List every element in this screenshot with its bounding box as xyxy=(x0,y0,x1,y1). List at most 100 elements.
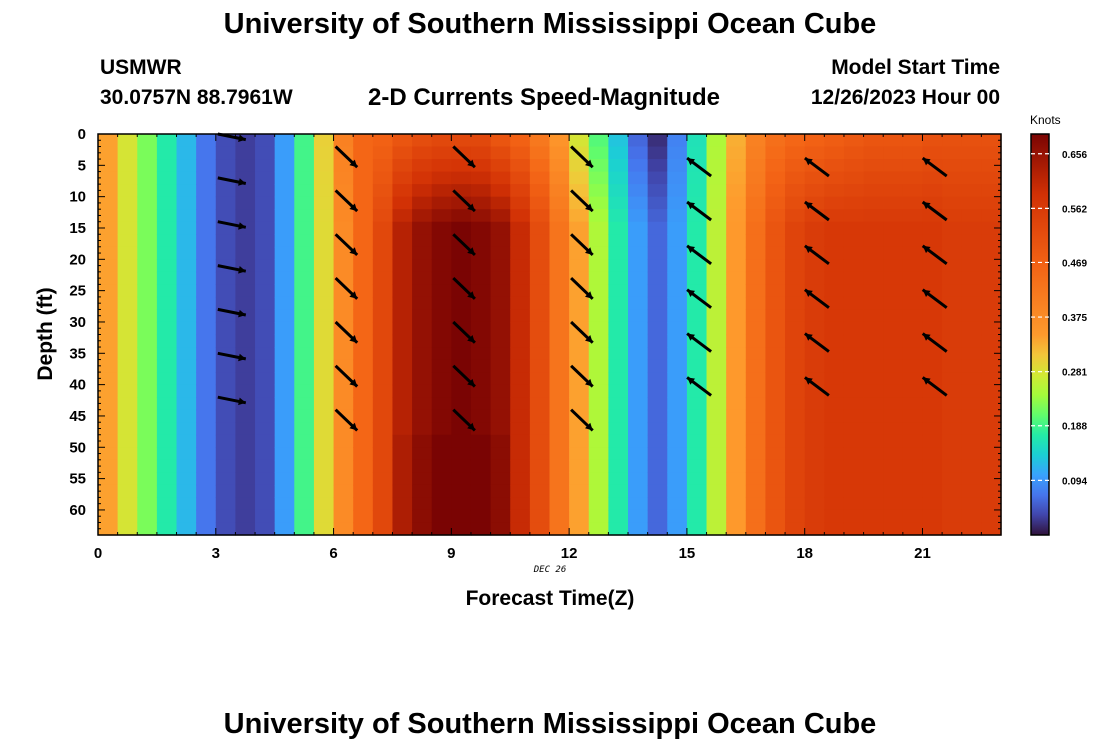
heatmap-cell xyxy=(667,447,688,461)
model-start-value: 12/26/2023 Hour 00 xyxy=(810,86,1000,109)
footer-title: University of Southern Mississippi Ocean… xyxy=(223,708,877,740)
heatmap-cell xyxy=(451,259,472,273)
heatmap-cell xyxy=(804,422,825,436)
heatmap-cell xyxy=(765,522,786,536)
heatmap-cell xyxy=(745,259,767,273)
heatmap-cell xyxy=(353,196,374,210)
heatmap-cell xyxy=(883,196,904,210)
heatmap-cell xyxy=(785,271,806,285)
heatmap-cell xyxy=(353,347,374,361)
heatmap-cell xyxy=(981,372,1002,386)
heatmap-cell xyxy=(98,296,119,311)
heatmap-cell xyxy=(647,372,668,386)
current-vector-head xyxy=(238,309,246,318)
heatmap-cell xyxy=(451,296,472,311)
heatmap-cell xyxy=(117,284,138,298)
x-tick-label: 15 xyxy=(679,545,696,562)
heatmap-cell xyxy=(98,196,119,210)
heatmap-cell xyxy=(274,221,295,235)
heatmap-cell xyxy=(176,146,197,160)
heatmap-cell xyxy=(824,409,845,423)
heatmap-cell xyxy=(333,159,354,173)
heatmap-cell xyxy=(863,484,884,499)
heatmap-cell xyxy=(588,259,609,273)
heatmap-cell xyxy=(353,259,374,273)
heatmap-cell xyxy=(785,296,806,311)
heatmap-cell xyxy=(412,146,433,160)
heatmap-cell xyxy=(785,159,806,173)
heatmap-cell xyxy=(902,509,924,524)
heatmap-cell xyxy=(215,209,237,223)
heatmap-cell xyxy=(824,146,845,160)
heatmap-cell xyxy=(353,447,374,461)
heatmap-cell xyxy=(470,259,492,273)
heatmap-cell xyxy=(333,221,354,235)
heatmap-cell xyxy=(588,497,609,511)
heatmap-cell xyxy=(470,434,492,448)
heatmap-cell xyxy=(490,171,511,185)
heatmap-cell xyxy=(294,484,315,499)
station-name: USMWR xyxy=(100,56,182,79)
heatmap-cell xyxy=(863,146,884,160)
heatmap-cell xyxy=(274,296,295,311)
heatmap-cell xyxy=(215,447,237,461)
heatmap-cell xyxy=(608,434,629,448)
heatmap-cell xyxy=(569,309,590,323)
heatmap-cell xyxy=(510,384,531,398)
heatmap-cell xyxy=(647,347,668,361)
heatmap-cell xyxy=(883,209,904,223)
heatmap-cell xyxy=(765,209,786,223)
heatmap-cell xyxy=(628,359,649,373)
heatmap-cell xyxy=(549,271,570,285)
heatmap-cell xyxy=(176,246,197,260)
heatmap-cell xyxy=(569,171,590,185)
heatmap-cell xyxy=(647,447,668,461)
heatmap-cell xyxy=(451,372,472,386)
heatmap-cell xyxy=(843,422,865,436)
heatmap-cell xyxy=(215,234,237,248)
heatmap-cell xyxy=(588,372,609,386)
heatmap-cell xyxy=(98,509,119,524)
heatmap-cell xyxy=(686,234,708,248)
heatmap-cell xyxy=(706,372,727,386)
heatmap-cell xyxy=(98,472,119,486)
heatmap-cell xyxy=(961,271,982,285)
heatmap-cell xyxy=(392,159,413,173)
heatmap-cell xyxy=(490,309,511,323)
heatmap-cell xyxy=(451,171,472,185)
heatmap-cell xyxy=(431,196,452,210)
heatmap-cell xyxy=(804,397,825,411)
heatmap-cell xyxy=(137,184,158,198)
heatmap-cell xyxy=(608,497,629,511)
current-vector-head xyxy=(349,335,358,343)
x-tick-label: 3 xyxy=(212,545,220,562)
heatmap-cell xyxy=(549,196,570,210)
heatmap-cell xyxy=(196,146,217,160)
heatmap-cell xyxy=(883,397,904,411)
heatmap-cell xyxy=(785,209,806,223)
heatmap-cell xyxy=(843,359,865,373)
heatmap-cell xyxy=(313,397,335,411)
heatmap-cell xyxy=(137,221,158,235)
heatmap-cell xyxy=(843,447,865,461)
heatmap-cell xyxy=(843,171,865,185)
heatmap-cell xyxy=(313,271,335,285)
heatmap-cell xyxy=(647,321,668,336)
heatmap-cell xyxy=(372,372,394,386)
heatmap-cell xyxy=(215,146,237,160)
heatmap-cell xyxy=(726,259,747,273)
heatmap-cell xyxy=(706,434,727,448)
heatmap-cell xyxy=(412,259,433,273)
heatmap-cell xyxy=(843,409,865,423)
heatmap-cell xyxy=(215,484,237,499)
heatmap-cell xyxy=(863,409,884,423)
heatmap-cell xyxy=(843,234,865,248)
heatmap-cell xyxy=(412,447,433,461)
heatmap-cell xyxy=(628,271,649,285)
heatmap-cell xyxy=(706,134,727,148)
heatmap-cell xyxy=(412,409,433,423)
heatmap-cell xyxy=(431,284,452,298)
heatmap-cell xyxy=(843,309,865,323)
heatmap-cell xyxy=(686,472,708,486)
heatmap-cell xyxy=(981,321,1002,336)
